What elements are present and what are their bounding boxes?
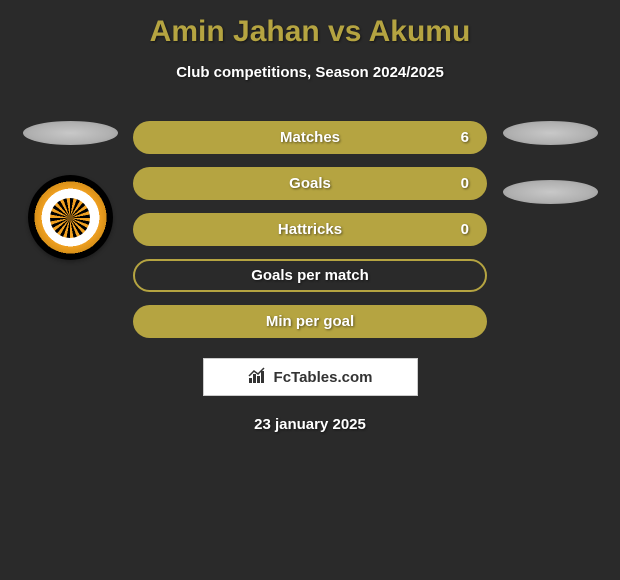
stat-bar-matches: Matches 6 xyxy=(133,121,487,154)
stat-label: Goals xyxy=(289,175,331,192)
stat-value: 6 xyxy=(461,129,469,146)
right-player-column xyxy=(495,121,605,204)
main-container: Amin Jahan vs Akumu Club competitions, S… xyxy=(0,0,620,443)
banner-text: FcTables.com xyxy=(274,369,373,386)
content-row: Matches 6 Goals 0 Hattricks 0 Goals per … xyxy=(0,121,620,338)
player1-avatar-placeholder xyxy=(23,121,118,145)
stat-label: Hattricks xyxy=(278,221,342,238)
player2-club-logo-placeholder xyxy=(503,180,598,204)
page-title: Amin Jahan vs Akumu xyxy=(0,15,620,49)
stat-bar-goals: Goals 0 xyxy=(133,167,487,200)
stat-value: 0 xyxy=(461,175,469,192)
stat-bar-hattricks: Hattricks 0 xyxy=(133,213,487,246)
chart-icon xyxy=(248,366,268,389)
stats-column: Matches 6 Goals 0 Hattricks 0 Goals per … xyxy=(125,121,495,338)
footer-banner[interactable]: FcTables.com xyxy=(203,358,418,396)
stat-label: Matches xyxy=(280,129,340,146)
left-player-column xyxy=(15,121,125,260)
stat-value: 0 xyxy=(461,221,469,238)
stat-label: Min per goal xyxy=(266,313,354,330)
stat-bar-goals-per-match: Goals per match xyxy=(133,259,487,292)
page-subtitle: Club competitions, Season 2024/2025 xyxy=(0,64,620,81)
stat-label: Goals per match xyxy=(251,267,369,284)
stat-bar-min-per-goal: Min per goal xyxy=(133,305,487,338)
date-label: 23 january 2025 xyxy=(0,416,620,433)
player1-club-logo xyxy=(28,175,113,260)
player2-avatar-placeholder xyxy=(503,121,598,145)
